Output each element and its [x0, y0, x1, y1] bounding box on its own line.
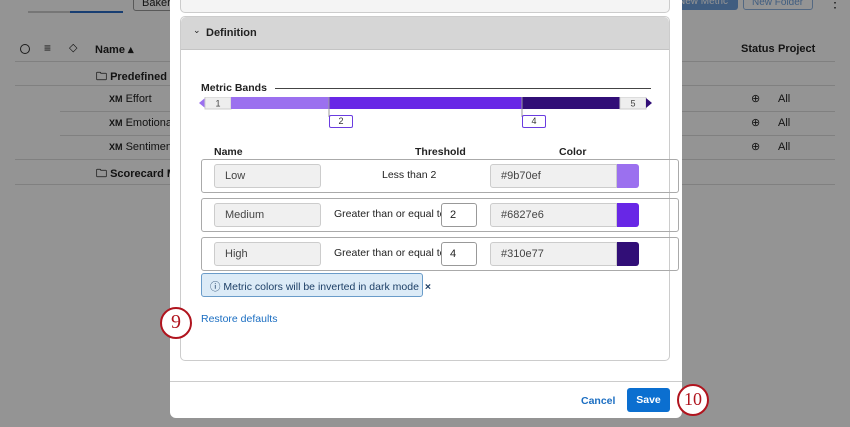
globe-icon: ⊕ — [751, 117, 761, 129]
threshold-marker-2[interactable]: 2 — [329, 115, 353, 128]
color-input[interactable]: #6827e6 — [490, 203, 617, 227]
band-name-input[interactable]: Medium — [214, 203, 321, 227]
band-high — [522, 97, 620, 109]
band-row-high: High Greater than or equal to 4 #310e77 — [201, 237, 679, 271]
info-icon: ⓘ — [210, 281, 221, 293]
color-swatch[interactable] — [617, 242, 639, 266]
threshold-input[interactable]: 2 — [441, 203, 477, 227]
callout-10: 10 — [677, 384, 709, 416]
close-icon[interactable]: × — [424, 281, 431, 293]
band-low — [231, 97, 329, 109]
max-label: 5 — [630, 99, 635, 109]
left-arrow-icon — [199, 98, 205, 108]
metric-bands-slider[interactable]: 1 5 — [199, 97, 654, 137]
folder-icon: 🗀 — [96, 71, 107, 83]
header-threshold: Threshold — [415, 146, 466, 158]
color-input[interactable]: #9b70ef — [490, 164, 617, 188]
header-color: Color — [559, 146, 587, 158]
metric-row[interactable]: XM Sentiment — [109, 141, 176, 153]
callout-9: 9 — [160, 307, 192, 339]
color-swatch[interactable] — [617, 203, 639, 227]
band-medium — [329, 97, 522, 109]
globe-icon: ⊕ — [751, 93, 761, 105]
band-name-input[interactable]: Low — [214, 164, 321, 188]
tab-system-active[interactable] — [70, 11, 123, 13]
divider — [275, 88, 651, 89]
column-header-name[interactable]: Name ▴ — [95, 44, 134, 56]
band-row-medium: Medium Greater than or equal to 2 #6827e… — [201, 198, 679, 232]
header-name: Name — [214, 146, 243, 158]
color-input[interactable]: #310e77 — [490, 242, 617, 266]
threshold-text: Less than 2 — [382, 169, 437, 181]
footer-divider — [170, 381, 682, 382]
save-button[interactable]: Save — [627, 388, 670, 412]
list-icon: ≡ — [44, 41, 52, 55]
color-swatch[interactable] — [617, 164, 639, 188]
info-banner: ⓘ Metric colors will be inverted in dark… — [201, 273, 431, 297]
column-header-status: Status — [741, 43, 775, 55]
project-value: All — [778, 117, 791, 129]
threshold-input[interactable]: 4 — [441, 242, 477, 266]
previous-section-card — [180, 0, 670, 13]
threshold-marker-4[interactable]: 4 — [522, 115, 546, 128]
definition-section: ⌄ Definition Metric Bands 1 5 2 4 Name T… — [180, 16, 679, 361]
project-value: All — [778, 93, 791, 105]
more-options-icon[interactable]: ⋮ — [828, 0, 842, 10]
chevron-down-icon: ⌄ — [193, 25, 201, 35]
folder-row[interactable]: 🗀 Scorecard M — [96, 168, 177, 180]
globe-icon: ⊕ — [751, 141, 761, 153]
right-arrow-icon — [646, 98, 652, 108]
min-label: 1 — [215, 99, 220, 109]
threshold-text: Greater than or equal to — [334, 208, 446, 220]
threshold-text: Greater than or equal to — [334, 247, 446, 259]
folder-icon: 🗀 — [96, 168, 107, 180]
section-title: Definition — [206, 27, 257, 39]
definition-header[interactable]: ⌄ Definition — [181, 17, 669, 50]
restore-defaults-link[interactable]: Restore defaults — [201, 313, 278, 325]
metric-row[interactable]: XM Emotional — [109, 117, 175, 129]
band-row-low: Low Less than 2 #9b70ef — [201, 159, 679, 193]
project-value: All — [778, 141, 791, 153]
metric-row[interactable]: XM Effort — [109, 93, 152, 105]
metric-bands-label: Metric Bands — [201, 82, 267, 94]
folder-row[interactable]: 🗀 Predefined ( — [96, 71, 174, 83]
metric-modal: ⌄ Definition Metric Bands 1 5 2 4 Name T… — [170, 0, 682, 418]
new-metric-button[interactable]: New Metric — [672, 0, 738, 10]
band-name-input[interactable]: High — [214, 242, 321, 266]
cancel-button[interactable]: Cancel — [581, 395, 616, 407]
column-header-project: Project — [778, 43, 816, 55]
tag-icon: ◇ — [69, 42, 78, 54]
select-all-radio[interactable] — [20, 44, 30, 54]
info-banner-text: Metric colors will be inverted in dark m… — [223, 281, 419, 293]
new-folder-button[interactable]: New Folder — [743, 0, 813, 10]
baker-label: Baker — [142, 0, 171, 9]
